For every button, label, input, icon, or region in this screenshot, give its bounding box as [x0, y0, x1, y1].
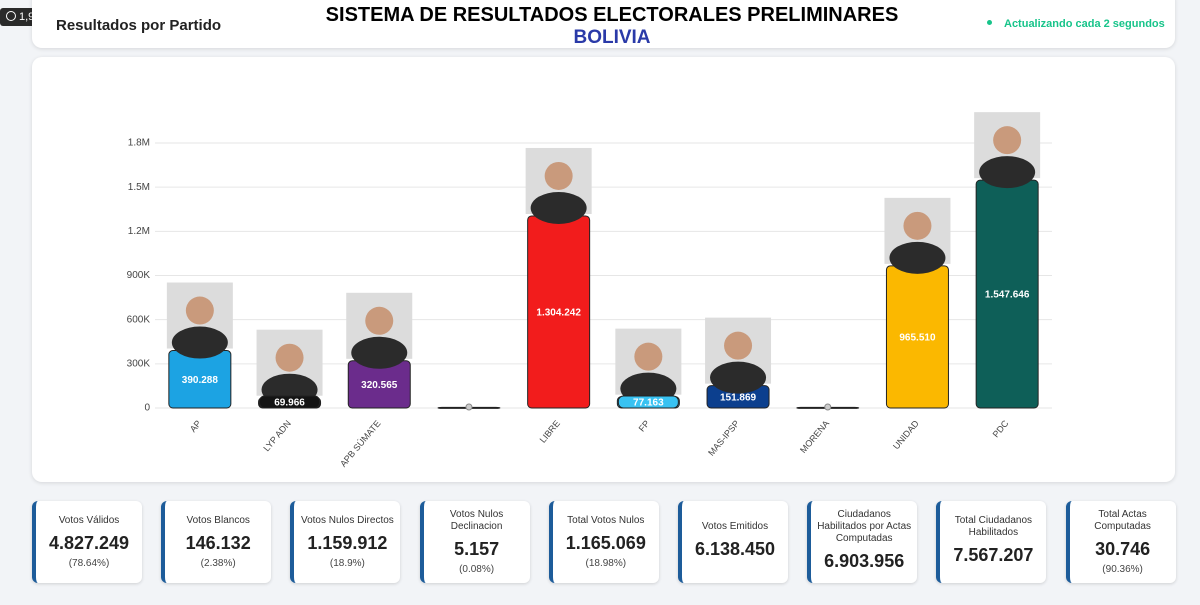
candidate-photo: [974, 112, 1041, 189]
value-label: 77.163: [633, 398, 664, 409]
stat-card: Total Ciudadanos Habilitados 7.567.207: [936, 501, 1047, 583]
y-tick-label: 600K: [127, 314, 151, 325]
photo-body: [171, 326, 228, 359]
stat-card: Votos Nulos Directos 1.159.912 (18.9%): [290, 501, 401, 583]
candidate-photo: [166, 282, 233, 359]
x-tick-label: LYP ADN: [261, 418, 293, 453]
value-label: 320.565: [361, 380, 398, 391]
page-title: SISTEMA DE RESULTADOS ELECTORALES PRELIM…: [325, 4, 899, 26]
photo-head: [724, 331, 753, 360]
photo-body: [351, 336, 408, 369]
photo-body: [979, 156, 1036, 189]
stat-value: 146.132: [185, 533, 251, 553]
candidate-photo: [525, 147, 592, 224]
y-tick-label: 900K: [127, 270, 151, 281]
candidate-photo: [256, 329, 323, 406]
y-tick-label: 300K: [127, 358, 151, 369]
stat-label: Votos Nulos Declinacion: [449, 509, 504, 532]
stat-value: 6.138.450: [694, 538, 776, 559]
photo-head: [365, 306, 394, 335]
stat-value: 5.157: [454, 539, 500, 559]
photo-head: [903, 211, 932, 240]
status-text: Actualizando cada 2 segundos: [1004, 18, 1165, 30]
value-label-bg: [617, 395, 679, 409]
stat-value: 6.903.956: [824, 550, 905, 571]
candidate-photo: [615, 328, 682, 405]
value-label: 1.547.646: [985, 290, 1030, 301]
value-label: 1.304.242: [536, 308, 581, 319]
stat-label: Total Ciudadanos Habilitados: [954, 514, 1033, 538]
y-tick-label: 1.8M: [128, 138, 150, 149]
stat-card: Votos Blancos 146.132 (2.38%): [161, 501, 272, 583]
stat-percent: (78.64%): [68, 558, 110, 569]
stat-label: Votos Válidos: [58, 515, 120, 526]
x-tick-label: UNIDAD: [891, 418, 921, 451]
x-tick-label: LIBRE: [538, 418, 562, 444]
value-label: 390.288: [182, 375, 219, 386]
stat-percent: (90.36%): [1102, 564, 1143, 575]
candidate-photo: [346, 292, 413, 369]
x-tick-label: AP: [188, 418, 203, 434]
status: Actualizando cada 2 segundos: [987, 18, 1165, 30]
stat-card: Votos Emitidos 6.138.450: [678, 501, 788, 583]
photo-head: [993, 126, 1022, 155]
stat-card: Total Votos Nulos 1.165.069 (18.98%): [548, 501, 659, 583]
value-label: 965.510: [899, 333, 936, 344]
stat-label: Ciudadanos Habilitados por Actas Computa…: [817, 508, 912, 544]
x-tick-label: APB SÚMATE: [338, 418, 383, 468]
stat-label: Total Actas Computadas: [1094, 509, 1151, 532]
stat-percent: (2.38%): [200, 558, 236, 569]
stat-card: Total Actas Computadas 30.746 (90.36%): [1065, 501, 1176, 583]
photo-body: [710, 361, 767, 394]
header-card: Resultados por Partido SISTEMA DE RESULT…: [32, 0, 1175, 48]
stat-card: Votos Nulos Declinacion 5.157 (0.08%): [419, 501, 530, 583]
value-label: 69.966: [274, 398, 305, 409]
photo-head: [185, 296, 214, 325]
page-subtitle: BOLIVIA: [573, 27, 651, 48]
stat-value: 7.567.207: [953, 544, 1034, 565]
value-label-bg: [259, 395, 321, 409]
x-tick-label: FP: [637, 418, 652, 433]
bar-marker: [824, 403, 832, 411]
stat-value: 1.165.069: [565, 533, 646, 553]
stat-label: Votos Nulos Directos: [300, 515, 394, 526]
photo-head: [544, 161, 573, 190]
stat-value: 30.746: [1095, 539, 1151, 559]
section-title: Resultados por Partido: [56, 17, 222, 34]
stat-percent: (18.9%): [329, 558, 365, 569]
x-tick-label: MAS-IPSP: [706, 418, 741, 457]
x-tick-label: MORENA: [798, 418, 831, 455]
stat-label: Votos Blancos: [186, 515, 250, 526]
stat-label: Total Votos Nulos: [567, 515, 645, 526]
x-tick-label: PDC: [991, 418, 1011, 439]
photo-head: [275, 343, 304, 372]
candidate-photo: [884, 197, 951, 274]
value-label: 151.869: [720, 392, 757, 403]
y-tick-label: 0: [144, 403, 150, 414]
photo-body: [889, 241, 946, 274]
stat-card: Votos Válidos 4.827.249 (78.64%): [32, 501, 142, 583]
candidate-photo: [705, 317, 772, 394]
stat-card: Ciudadanos Habilitados por Actas Computa…: [807, 501, 918, 583]
bar-marker: [465, 403, 473, 411]
stat-value: 1.159.912: [307, 533, 388, 553]
chart: 0 300K 600K 900K 1.2M 1.5M 1.8M AP 390.288 LYP AD…: [127, 112, 1052, 469]
stat-percent: (0.08%): [459, 564, 495, 575]
stat-percent: (18.98%): [585, 558, 627, 569]
photo-head: [634, 342, 663, 371]
y-tick-label: 1.5M: [128, 182, 150, 193]
photo-body: [530, 191, 587, 224]
y-tick-label: 1.2M: [128, 226, 150, 237]
stat-value: 4.827.249: [48, 533, 130, 553]
stat-label: Votos Emitidos: [701, 520, 769, 532]
